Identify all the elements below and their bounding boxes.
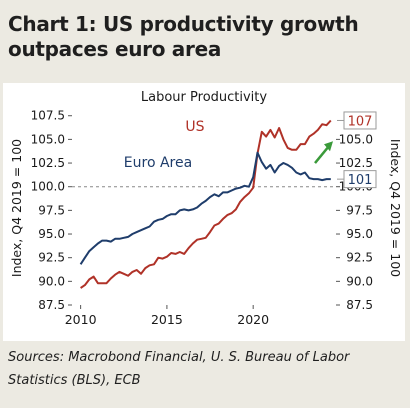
y-tick-label-left: 100.0 [31, 180, 65, 194]
y-tick-label-left: 92.5 [38, 251, 65, 265]
y-tick-label-left: 102.5 [31, 156, 65, 170]
y-axis-label-left: Index, Q4 2019 = 100 [9, 139, 24, 277]
y-tick-label-right: 105.0 [339, 132, 373, 146]
series-labels-layer: US Euro Area 107 101 [124, 111, 377, 189]
y-tick-label-left: 97.5 [38, 203, 65, 217]
chart-panel: Labour Productivity Index, Q4 2019 = 100… [3, 83, 405, 341]
series-line-euro-area [79, 151, 331, 265]
y-tick-label-left: 107.5 [31, 109, 65, 123]
chart-svg: Labour Productivity Index, Q4 2019 = 100… [9, 90, 403, 327]
us-end-label-box [343, 111, 377, 130]
euro-area-end-label-value: 101 [348, 173, 373, 188]
axes-layer: 87.5 90.0 92.5 95.0 97.5 100.0 102.5 105.0 107.5… [31, 109, 373, 327]
chart-title: Labour Productivity [141, 90, 268, 105]
chart-headline: Chart 1: US productivity growth outpaces… [8, 12, 359, 61]
sources-note: Sources: Macrobond Financial, U. S. Bure… [8, 350, 350, 388]
series-line-us [80, 119, 332, 289]
y-axis-label-right: Index, Q4 2019 = 100 [388, 139, 403, 277]
y-tick-label-left: 90.0 [38, 274, 65, 288]
x-tick-label: 2020 [237, 312, 269, 327]
y-tick-label-right: 97.5 [346, 203, 373, 217]
us-end-label-value: 107 [348, 114, 373, 129]
x-tick-label: 2010 [65, 312, 97, 327]
y-tick-label-left: 105.0 [31, 132, 65, 146]
trend-arrow-icon [324, 141, 333, 152]
y-tick-label-right: 87.5 [346, 298, 373, 312]
y-tick-label-right: 95.0 [346, 227, 373, 241]
series-label-us: US [185, 119, 204, 135]
y-tick-label-right: 90.0 [346, 274, 373, 288]
series-label-euro-area: Euro Area [124, 155, 192, 171]
y-tick-label-right: 92.5 [346, 251, 373, 265]
y-tick-label-left: 95.0 [38, 227, 65, 241]
x-tick-label: 2015 [151, 312, 183, 327]
euro-area-end-label-box [343, 170, 377, 189]
y-tick-label-right: 102.5 [339, 156, 373, 170]
y-tick-label-left: 87.5 [38, 298, 65, 312]
series-layer [79, 119, 332, 289]
